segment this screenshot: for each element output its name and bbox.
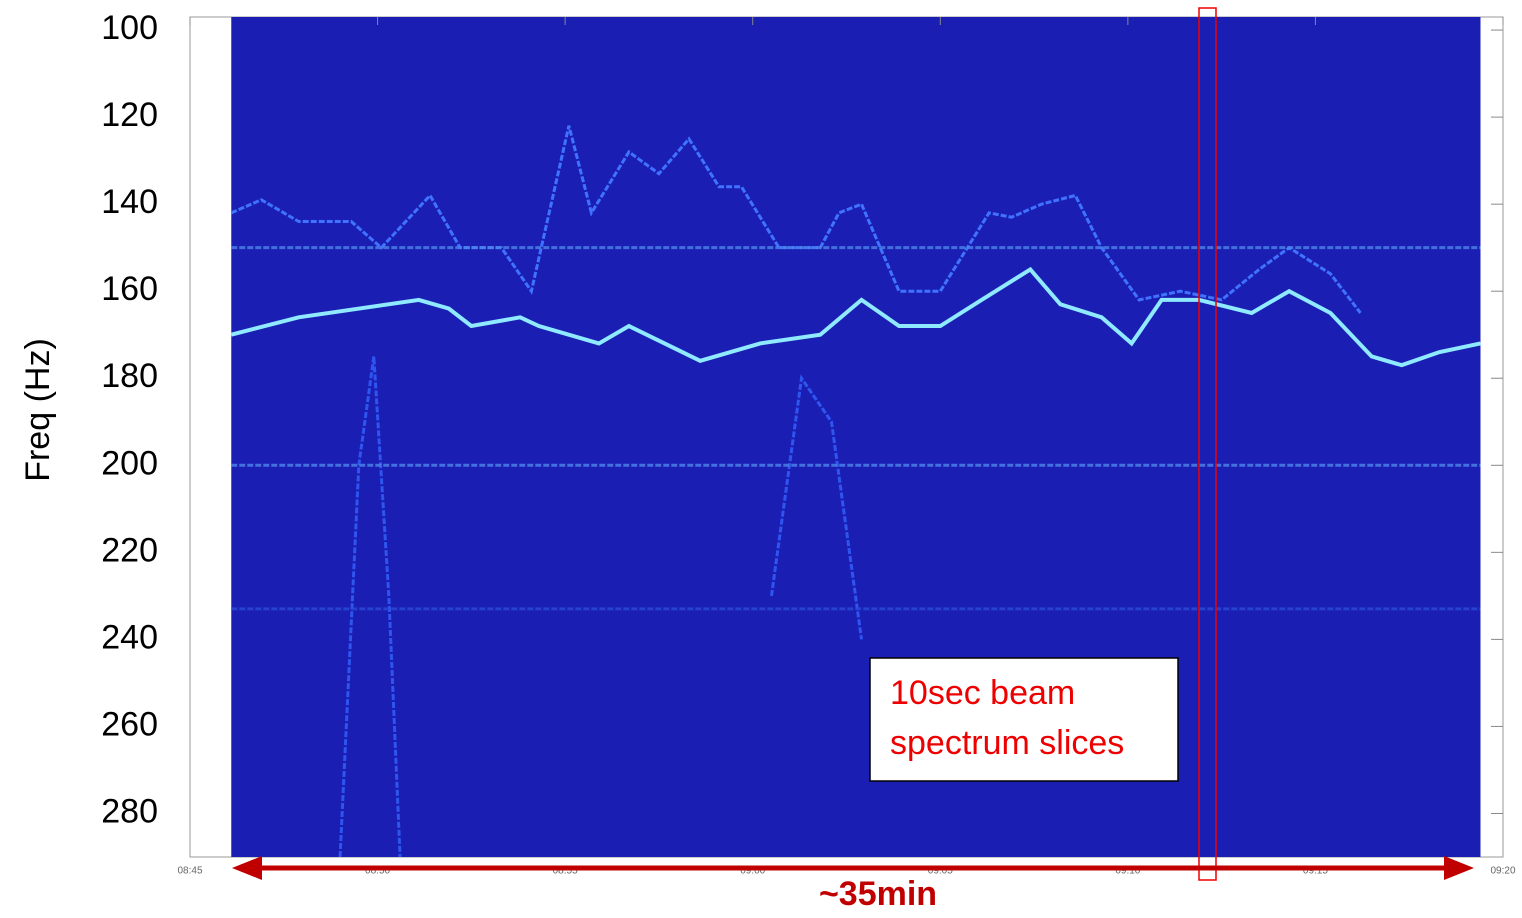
span-label: ~35min [819,875,937,913]
y-tick-label: 220 [101,531,158,569]
arrow-head [1444,856,1474,880]
y-tick-label: 160 [101,270,158,308]
y-tick-label: 200 [101,444,158,482]
y-tick-label: 140 [101,183,158,221]
arrow-head [232,856,262,880]
plot-area [231,17,1480,857]
x-tick-label: 09:20 [1490,866,1515,877]
y-tick-label: 260 [101,705,158,743]
chart: Freq (Hz) 100 120 140 160 180 200 220 240 260 280… [0,0,1522,913]
y-tick-label: 180 [101,357,158,395]
y-tick-label: 120 [101,96,158,134]
x-tick-label: 08:45 [177,866,202,877]
y-tick-label: 100 [101,9,158,47]
y-tick-label: 240 [101,618,158,656]
y-tick-label: 280 [101,792,158,830]
y-axis-label: Freq (Hz) [19,338,57,482]
spectrogram-background [231,17,1480,857]
